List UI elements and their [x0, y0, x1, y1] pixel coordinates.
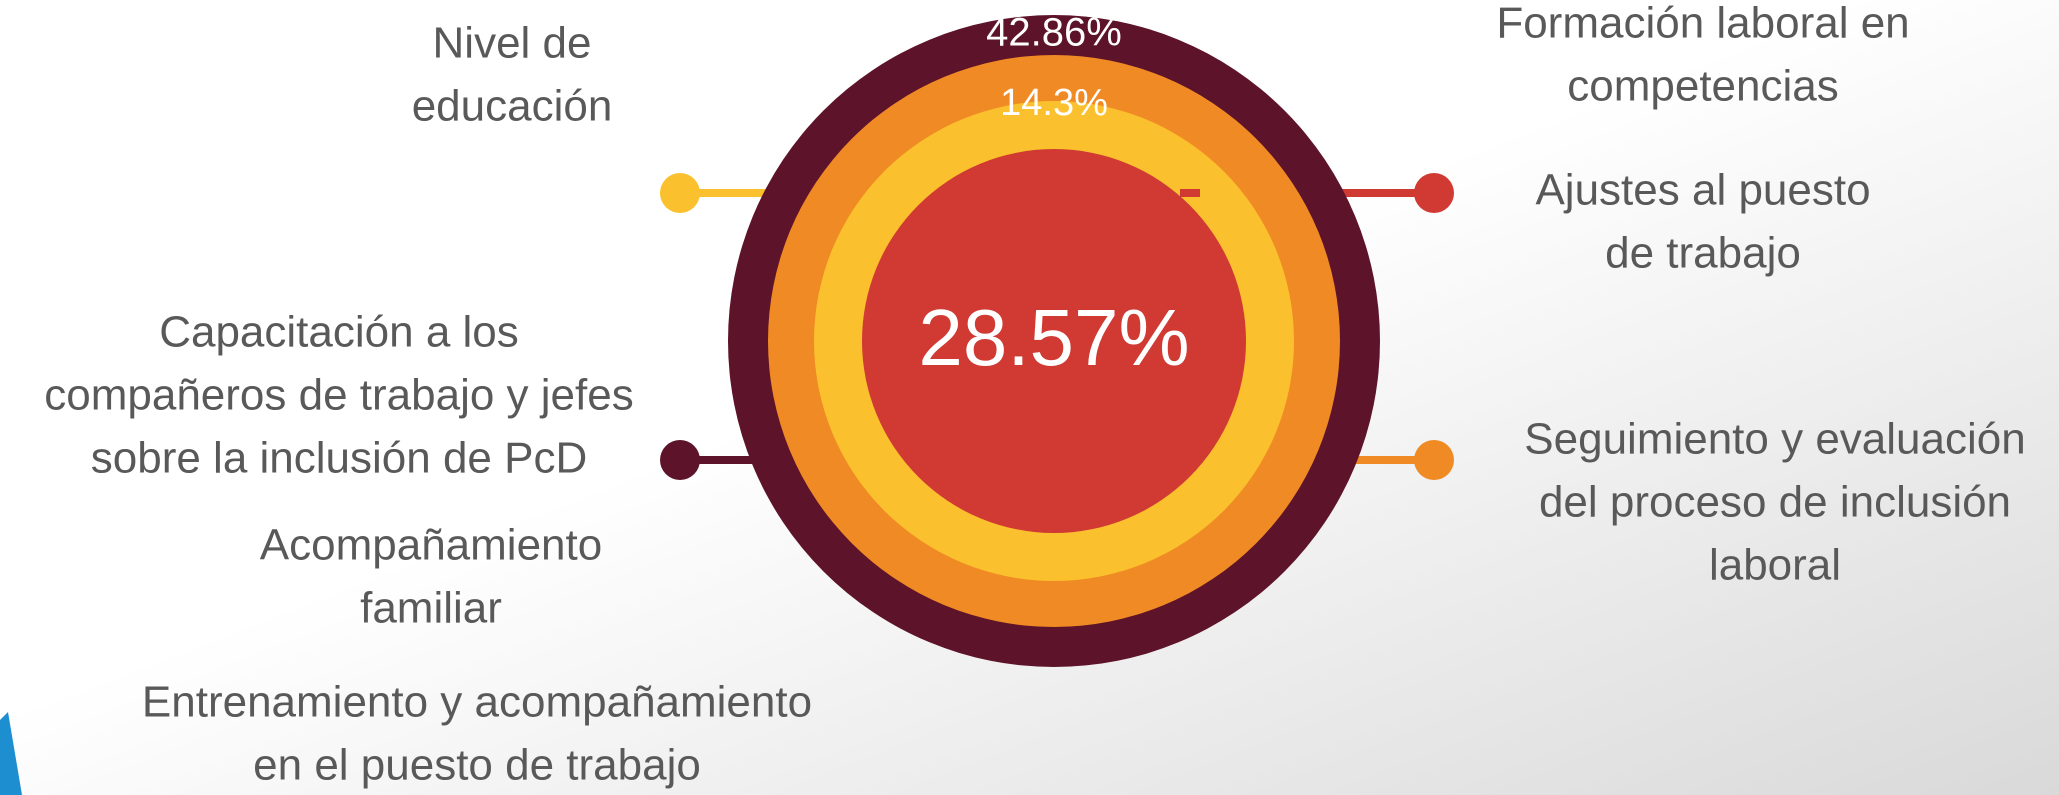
label-line: del proceso de inclusión — [1539, 478, 2011, 527]
label-line: familiar — [360, 584, 502, 633]
label-line: Entrenamiento y acompañamiento — [142, 678, 812, 727]
label-line: sobre la inclusión de PcD — [91, 434, 587, 483]
core-circle — [862, 149, 1246, 533]
connector-dot — [1414, 173, 1454, 213]
logo-fragment — [0, 712, 22, 795]
label-line: Capacitación a los — [159, 308, 519, 357]
label-line: Formación laboral en — [1496, 0, 1909, 48]
connector-dot — [1414, 440, 1454, 480]
label-line: Ajustes al puesto — [1535, 166, 1870, 215]
label-line: Acompañamiento — [260, 521, 602, 570]
label-line: educación — [412, 82, 613, 131]
labels: Nivel de educación Formación laboral en com… — [44, 0, 2025, 790]
outer-percent: 42.86% — [986, 11, 1122, 55]
label-line: compañeros de trabajo y jefes — [44, 371, 633, 420]
core-percent: 28.57% — [918, 293, 1189, 382]
label-line: Seguimiento y evaluación — [1524, 415, 2025, 464]
label-line: de trabajo — [1605, 229, 1801, 278]
label-line: laboral — [1709, 541, 1841, 590]
connector-dot — [660, 440, 700, 480]
label-line: Nivel de — [433, 19, 592, 68]
label-line: competencias — [1567, 62, 1838, 111]
connector-dot — [660, 173, 700, 213]
label-line: en el puesto de trabajo — [253, 741, 701, 790]
middle-percent: 14.3% — [1000, 82, 1108, 124]
